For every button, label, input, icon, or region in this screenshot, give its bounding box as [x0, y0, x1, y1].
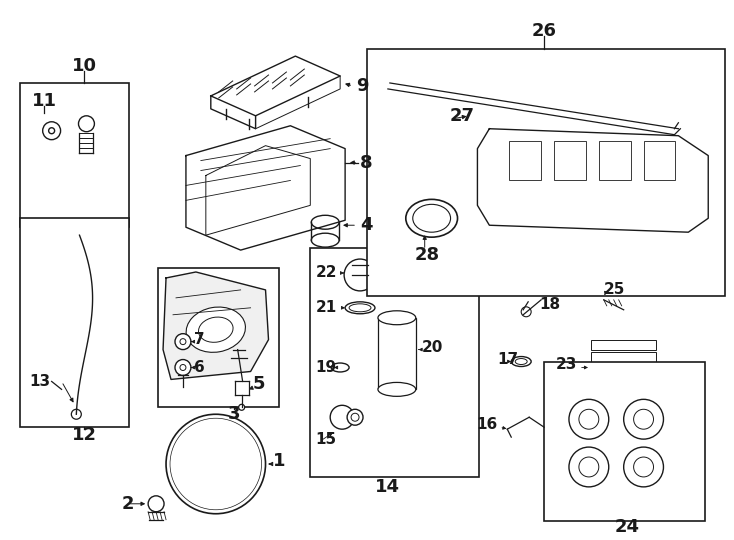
Circle shape: [579, 457, 599, 477]
Text: 5: 5: [252, 375, 265, 394]
Bar: [509, 140, 541, 180]
Polygon shape: [163, 272, 269, 380]
Text: 14: 14: [375, 478, 400, 496]
Circle shape: [174, 422, 258, 506]
Text: 21: 21: [316, 300, 336, 315]
Bar: [644, 140, 675, 180]
Text: 1: 1: [272, 452, 285, 470]
Circle shape: [175, 360, 191, 375]
Circle shape: [166, 414, 266, 514]
Circle shape: [181, 429, 250, 499]
Ellipse shape: [515, 359, 527, 364]
Bar: [554, 140, 586, 180]
Circle shape: [521, 307, 531, 317]
Text: 28: 28: [415, 246, 440, 264]
Bar: [591, 340, 655, 349]
Text: 4: 4: [360, 216, 373, 234]
Text: 20: 20: [422, 340, 443, 355]
Circle shape: [569, 447, 608, 487]
Polygon shape: [186, 126, 345, 250]
Ellipse shape: [349, 304, 371, 312]
Circle shape: [624, 447, 664, 487]
Text: 16: 16: [476, 417, 498, 431]
Circle shape: [239, 404, 244, 410]
Text: 27: 27: [449, 107, 475, 125]
Bar: [591, 375, 655, 386]
Bar: [367, 49, 725, 296]
Circle shape: [344, 259, 376, 291]
Text: 25: 25: [604, 282, 625, 298]
Ellipse shape: [406, 199, 457, 237]
Ellipse shape: [186, 307, 245, 352]
Bar: [591, 363, 655, 374]
Bar: [591, 387, 655, 397]
Text: 18: 18: [539, 298, 560, 312]
Ellipse shape: [198, 317, 233, 342]
Circle shape: [148, 496, 164, 512]
Text: 10: 10: [72, 57, 97, 75]
Ellipse shape: [378, 382, 415, 396]
Bar: [591, 352, 655, 361]
Text: 11: 11: [32, 92, 57, 110]
Text: 13: 13: [30, 374, 51, 389]
Text: 24: 24: [614, 518, 639, 536]
Circle shape: [196, 444, 236, 484]
Circle shape: [175, 334, 191, 349]
Ellipse shape: [378, 311, 415, 325]
Bar: [378, 318, 415, 389]
Text: 15: 15: [316, 431, 336, 447]
Ellipse shape: [311, 215, 339, 229]
Text: 22: 22: [316, 266, 337, 280]
Bar: [599, 140, 631, 180]
Circle shape: [579, 409, 599, 429]
Bar: [158, 268, 280, 407]
Text: 12: 12: [72, 426, 97, 444]
Text: 6: 6: [194, 360, 205, 375]
Circle shape: [347, 409, 363, 425]
Polygon shape: [477, 129, 708, 232]
Ellipse shape: [512, 356, 531, 367]
Ellipse shape: [413, 204, 451, 232]
Circle shape: [351, 413, 359, 421]
Ellipse shape: [311, 233, 339, 247]
Text: 9: 9: [356, 77, 368, 95]
Circle shape: [180, 339, 186, 345]
Text: 2: 2: [121, 495, 134, 513]
Circle shape: [79, 116, 95, 132]
Bar: [20, 83, 129, 227]
Polygon shape: [2, 477, 9, 540]
Polygon shape: [2, 129, 9, 232]
Text: 8: 8: [360, 153, 373, 172]
Bar: [544, 361, 705, 521]
Text: 3: 3: [228, 405, 240, 423]
Bar: [310, 248, 479, 477]
Text: 26: 26: [531, 22, 556, 40]
Text: 23: 23: [556, 357, 577, 372]
Circle shape: [633, 457, 653, 477]
Circle shape: [71, 409, 81, 419]
Text: 19: 19: [316, 360, 336, 375]
Bar: [20, 218, 129, 427]
Circle shape: [633, 409, 653, 429]
Circle shape: [624, 400, 664, 439]
Text: 17: 17: [498, 352, 518, 367]
Circle shape: [569, 400, 608, 439]
Ellipse shape: [331, 363, 349, 372]
Circle shape: [48, 128, 54, 134]
Circle shape: [180, 364, 186, 370]
Circle shape: [43, 122, 61, 140]
Text: 7: 7: [194, 332, 205, 347]
Circle shape: [170, 418, 261, 510]
Ellipse shape: [345, 302, 375, 314]
Circle shape: [330, 406, 354, 429]
